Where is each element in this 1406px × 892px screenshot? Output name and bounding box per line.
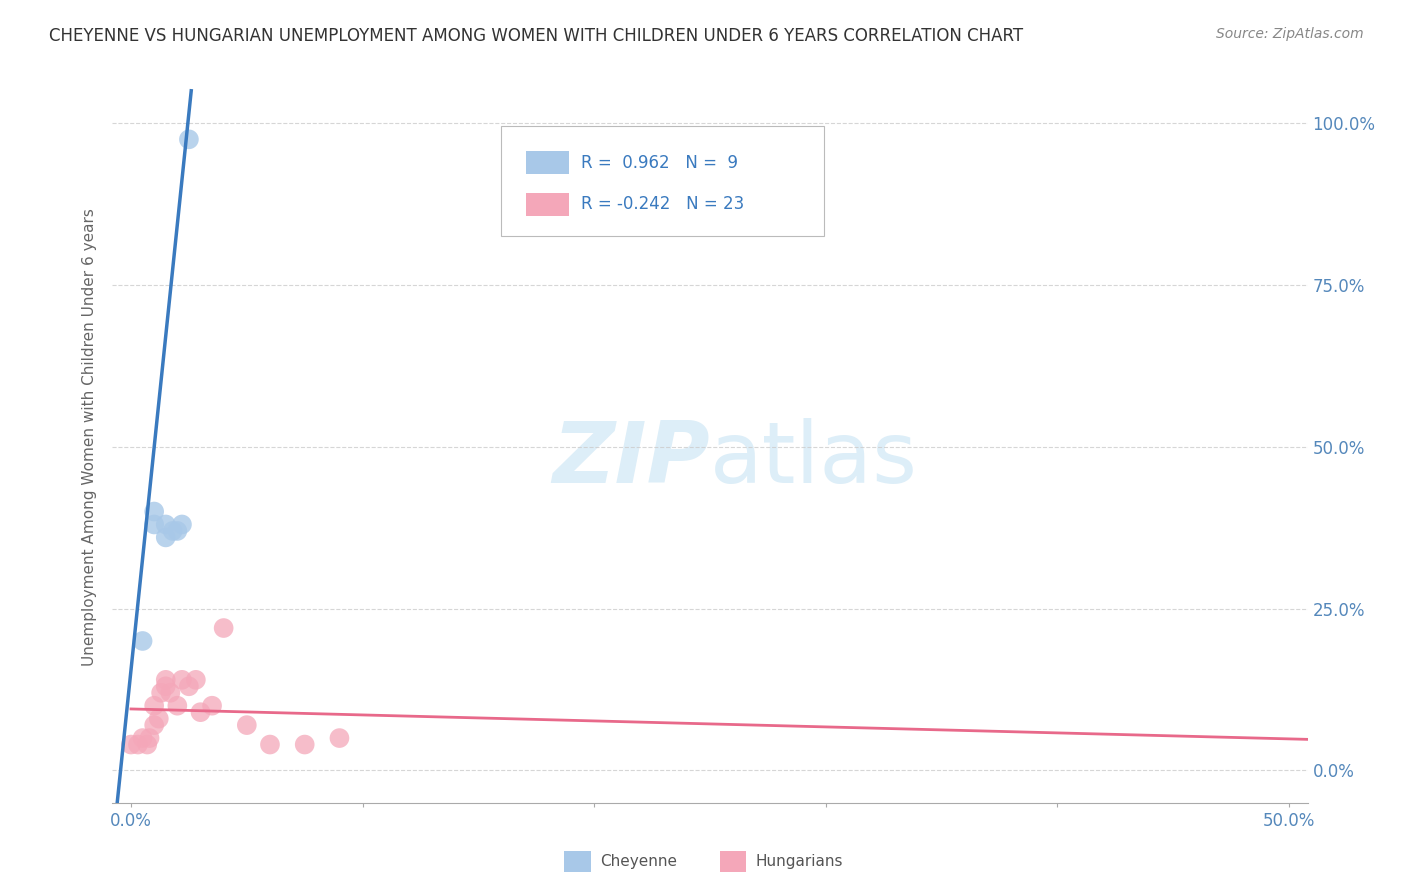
Point — [184, 673, 207, 687]
Point — [212, 621, 235, 635]
Point — [236, 718, 259, 732]
Point — [177, 679, 200, 693]
Point — [143, 698, 166, 713]
Point — [166, 524, 188, 538]
Point — [127, 738, 149, 752]
Point — [155, 517, 177, 532]
Point — [155, 530, 177, 544]
Text: CHEYENNE VS HUNGARIAN UNEMPLOYMENT AMONG WOMEN WITH CHILDREN UNDER 6 YEARS CORRE: CHEYENNE VS HUNGARIAN UNEMPLOYMENT AMONG… — [49, 27, 1024, 45]
FancyBboxPatch shape — [526, 193, 569, 216]
Y-axis label: Unemployment Among Women with Children Under 6 years: Unemployment Among Women with Children U… — [82, 208, 97, 666]
FancyBboxPatch shape — [564, 851, 591, 871]
Point — [162, 524, 184, 538]
Point — [170, 673, 193, 687]
FancyBboxPatch shape — [526, 151, 569, 175]
Point — [148, 712, 170, 726]
Point — [166, 698, 188, 713]
Point — [143, 504, 166, 518]
Point — [138, 731, 160, 745]
Point — [190, 705, 212, 719]
Point — [201, 698, 224, 713]
Text: Cheyenne: Cheyenne — [600, 854, 678, 869]
Point — [136, 738, 159, 752]
Text: R =  0.962   N =  9: R = 0.962 N = 9 — [581, 153, 738, 172]
Point — [131, 634, 153, 648]
Point — [143, 718, 166, 732]
Point — [294, 738, 316, 752]
Text: Hungarians: Hungarians — [755, 854, 844, 869]
Point — [131, 731, 153, 745]
Point — [155, 673, 177, 687]
Point — [177, 132, 200, 146]
Text: ZIP: ZIP — [553, 417, 710, 500]
Point — [120, 738, 142, 752]
Text: atlas: atlas — [710, 417, 918, 500]
Point — [155, 679, 177, 693]
Point — [159, 686, 181, 700]
Point — [150, 686, 173, 700]
Point — [143, 517, 166, 532]
FancyBboxPatch shape — [501, 126, 824, 235]
Point — [259, 738, 281, 752]
Point — [170, 517, 193, 532]
Text: Source: ZipAtlas.com: Source: ZipAtlas.com — [1216, 27, 1364, 41]
Point — [328, 731, 350, 745]
FancyBboxPatch shape — [720, 851, 747, 871]
Text: R = -0.242   N = 23: R = -0.242 N = 23 — [581, 195, 744, 213]
